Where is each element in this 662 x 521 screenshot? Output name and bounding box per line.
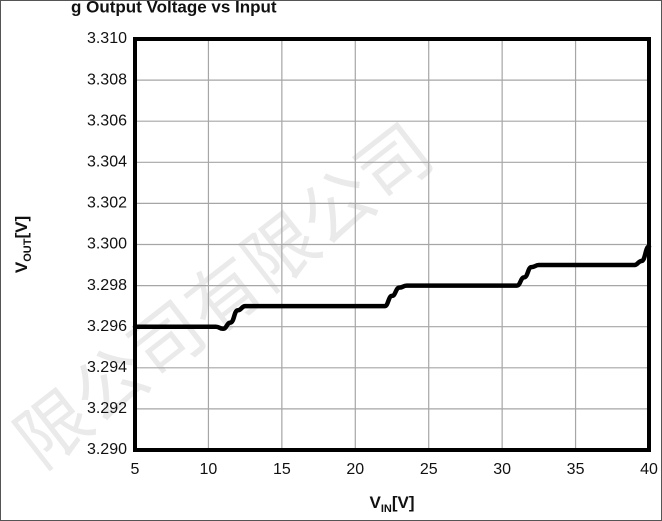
y-tick-label: 3.290	[87, 441, 127, 458]
y-tick-label: 3.306	[87, 112, 127, 129]
x-tick-label: 35	[567, 461, 585, 478]
y-tick-label: 3.292	[87, 400, 127, 417]
x-axis-title-suffix: [V]	[392, 493, 415, 512]
y-tick-label: 3.304	[87, 154, 127, 171]
watermark-text: 限公司有限公司	[1, 108, 449, 484]
x-tick-label: 20	[346, 461, 364, 478]
y-tick-label: 3.300	[87, 236, 127, 253]
grid	[134, 38, 650, 451]
chart-title: g Output Voltage vs Input	[71, 1, 277, 16]
y-axis-title: VOUT[V]	[12, 216, 34, 273]
x-axis-title-main: V	[369, 493, 381, 512]
y-tick-label: 3.294	[87, 359, 127, 376]
plot-area	[133, 37, 651, 452]
y-axis-title-sub: OUT	[22, 238, 34, 262]
y-tick-label: 3.310	[87, 30, 127, 47]
x-axis-title-sub: IN	[381, 503, 392, 515]
x-tick-label: 40	[640, 461, 658, 478]
y-tick-label: 3.298	[87, 277, 127, 294]
y-tick-label: 3.302	[87, 195, 127, 212]
x-tick-label: 10	[200, 461, 218, 478]
y-tick-label: 3.296	[87, 318, 127, 335]
series-layer	[132, 244, 652, 331]
y-axis-title-suffix: [V]	[12, 216, 31, 239]
tick-labels: 5 10 15 20 25 30 35 40 3.290 3.292 3.294 3.296 3.298…	[87, 30, 658, 478]
x-tick-label: 25	[420, 461, 438, 478]
y-axis-title-main: V	[12, 261, 31, 273]
x-axis-title: VIN[V]	[369, 493, 414, 515]
y-tick-label: 3.308	[87, 71, 127, 88]
x-tick-label: 30	[493, 461, 511, 478]
x-tick-label: 5	[131, 461, 140, 478]
series-line-0	[132, 244, 652, 331]
x-tick-label: 15	[273, 461, 291, 478]
watermark: 限公司有限公司	[1, 108, 449, 484]
